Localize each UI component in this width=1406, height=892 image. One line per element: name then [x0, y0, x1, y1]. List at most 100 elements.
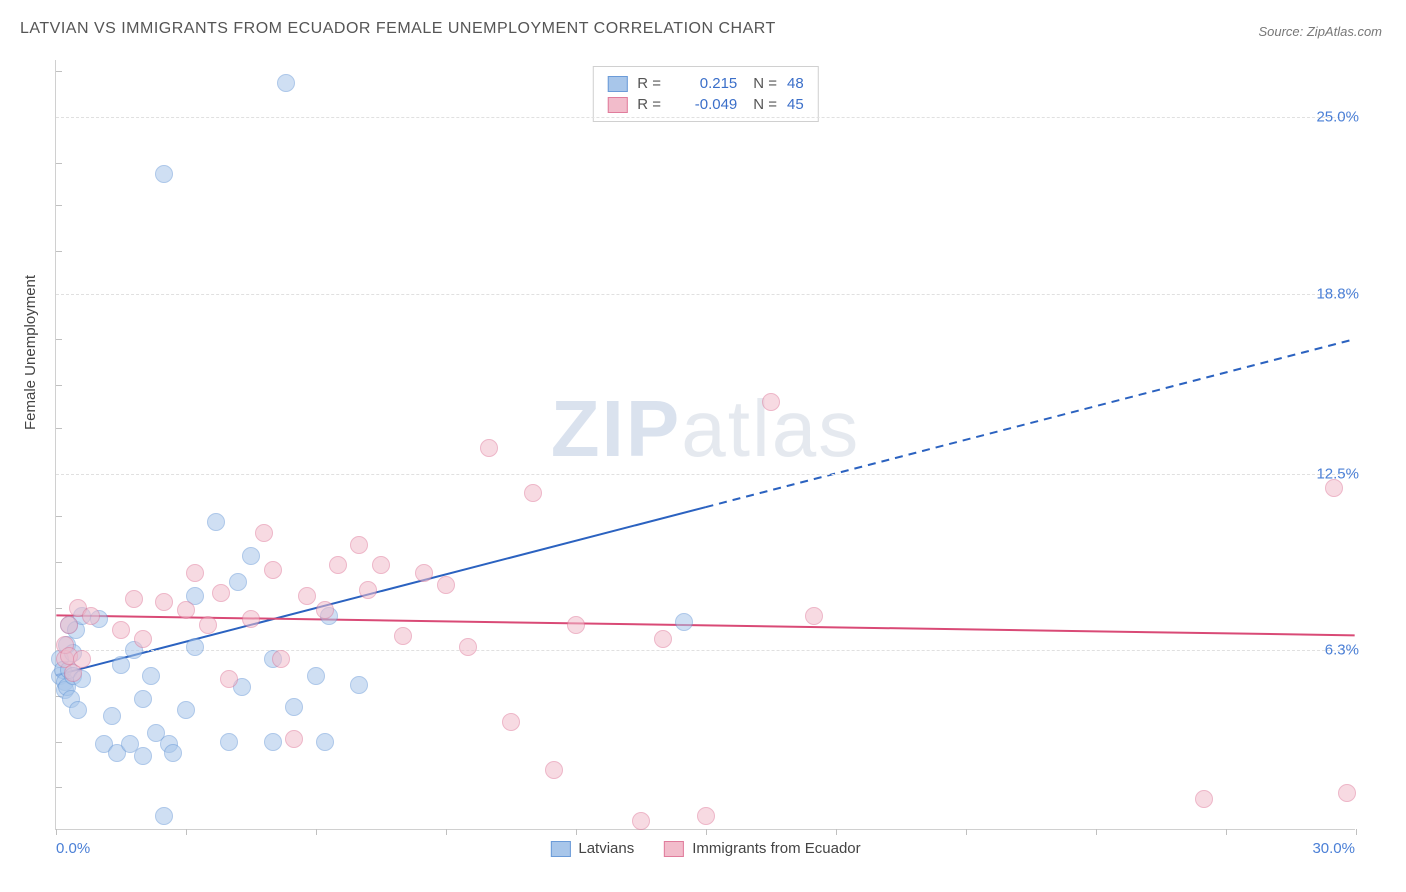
r-value: 0.215 [677, 75, 737, 92]
trend-lines-layer [56, 60, 1355, 829]
scatter-point [329, 556, 347, 574]
watermark-bold: ZIP [551, 384, 681, 473]
scatter-point [359, 581, 377, 599]
grid-line [56, 117, 1355, 118]
scatter-point [82, 607, 100, 625]
scatter-point [675, 613, 693, 631]
scatter-point [350, 536, 368, 554]
scatter-point [73, 650, 91, 668]
scatter-point [142, 667, 160, 685]
legend-swatch [550, 841, 570, 857]
n-label: N = [753, 75, 777, 92]
y-minor-tick [56, 339, 62, 340]
y-minor-tick [56, 71, 62, 72]
scatter-point [164, 744, 182, 762]
scatter-point [229, 573, 247, 591]
y-minor-tick [56, 562, 62, 563]
watermark: ZIPatlas [551, 383, 860, 475]
r-value: -0.049 [677, 96, 737, 113]
y-minor-tick [56, 428, 62, 429]
scatter-point [1338, 784, 1356, 802]
scatter-point [134, 747, 152, 765]
y-minor-tick [56, 608, 62, 609]
scatter-point [155, 593, 173, 611]
y-minor-tick [56, 385, 62, 386]
scatter-point [545, 761, 563, 779]
y-axis-tick-label: 25.0% [1316, 109, 1359, 126]
x-tick [836, 829, 837, 835]
scatter-point [177, 701, 195, 719]
scatter-point [1195, 790, 1213, 808]
y-axis-title: Female Unemployment [22, 275, 39, 430]
scatter-point [285, 698, 303, 716]
scatter-point [255, 524, 273, 542]
scatter-point [415, 564, 433, 582]
scatter-point [212, 584, 230, 602]
scatter-point [632, 812, 650, 830]
y-minor-tick [56, 205, 62, 206]
x-axis-min-label: 0.0% [56, 840, 90, 857]
trend-line-dashed [706, 339, 1355, 507]
scatter-point [285, 730, 303, 748]
scatter-point [186, 638, 204, 656]
scatter-point [502, 713, 520, 731]
correlation-legend-row: R = -0.049 N = 45 [607, 94, 803, 115]
scatter-point [524, 484, 542, 502]
r-label: R = [637, 75, 667, 92]
scatter-point [155, 807, 173, 825]
x-tick [1096, 829, 1097, 835]
series-legend-label: Latvians [578, 840, 634, 857]
series-legend: Latvians Immigrants from Ecuador [550, 840, 860, 857]
scatter-point [177, 601, 195, 619]
grid-line [56, 294, 1355, 295]
scatter-point [394, 627, 412, 645]
scatter-point [316, 733, 334, 751]
series-legend-label: Immigrants from Ecuador [692, 840, 860, 857]
scatter-point [186, 564, 204, 582]
scatter-point [207, 513, 225, 531]
n-value: 48 [787, 75, 804, 92]
y-minor-tick [56, 742, 62, 743]
n-value: 45 [787, 96, 804, 113]
scatter-point [316, 601, 334, 619]
y-minor-tick [56, 787, 62, 788]
scatter-point [103, 707, 121, 725]
scatter-point [480, 439, 498, 457]
grid-line [56, 650, 1355, 651]
scatter-point [69, 701, 87, 719]
correlation-legend: R = 0.215 N = 48 R = -0.049 N = 45 [592, 66, 818, 122]
grid-line [56, 474, 1355, 475]
scatter-point [307, 667, 325, 685]
scatter-point [372, 556, 390, 574]
x-tick [56, 829, 57, 835]
y-axis-tick-label: 18.8% [1316, 285, 1359, 302]
scatter-point [805, 607, 823, 625]
scatter-point [264, 733, 282, 751]
legend-swatch [607, 97, 627, 113]
scatter-point [220, 670, 238, 688]
y-minor-tick [56, 251, 62, 252]
x-axis-max-label: 30.0% [1312, 840, 1355, 857]
x-tick [446, 829, 447, 835]
scatter-point [264, 561, 282, 579]
legend-swatch [607, 76, 627, 92]
scatter-point [125, 590, 143, 608]
correlation-legend-row: R = 0.215 N = 48 [607, 73, 803, 94]
scatter-point [437, 576, 455, 594]
x-tick [576, 829, 577, 835]
chart-title: LATVIAN VS IMMIGRANTS FROM ECUADOR FEMAL… [20, 20, 776, 38]
scatter-point [134, 690, 152, 708]
scatter-point [277, 74, 295, 92]
scatter-point [1325, 479, 1343, 497]
n-label: N = [753, 96, 777, 113]
scatter-point [220, 733, 238, 751]
scatter-point [272, 650, 290, 668]
r-label: R = [637, 96, 667, 113]
scatter-point [762, 393, 780, 411]
x-tick [186, 829, 187, 835]
scatter-point [298, 587, 316, 605]
x-tick [1226, 829, 1227, 835]
y-minor-tick [56, 163, 62, 164]
source-attribution: Source: ZipAtlas.com [1258, 24, 1382, 39]
x-tick [316, 829, 317, 835]
